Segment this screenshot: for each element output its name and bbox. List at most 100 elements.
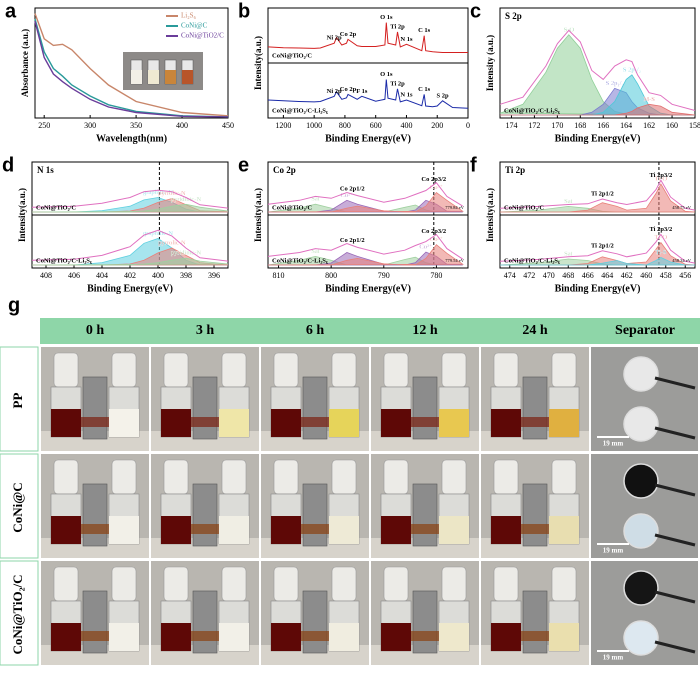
- vial-cap: [273, 459, 299, 495]
- peak-label: Ti 2p3/2: [649, 226, 672, 233]
- component-label: S-O: [564, 26, 575, 33]
- h-cell-bridge: [411, 524, 439, 534]
- vial-cap: [441, 352, 467, 388]
- x-axis-label: Binding Energy(eV): [87, 283, 173, 294]
- h-cell-holder: [192, 590, 218, 654]
- separator-disc: [623, 356, 659, 392]
- vial-liquid: [329, 516, 359, 544]
- h-cell-holder: [82, 376, 108, 440]
- x-tick-label: 600: [370, 121, 382, 130]
- h-cell-bridge: [301, 631, 329, 641]
- vial-liquid: [219, 409, 249, 437]
- column-header: 6 h: [306, 323, 325, 338]
- fit-component: [500, 103, 696, 116]
- x-tick-label: 408: [40, 271, 52, 280]
- x-axis-label: Binding Energy(eV): [555, 133, 641, 144]
- separator-disc: [623, 513, 659, 549]
- component-label: Co²⁺: [419, 244, 432, 251]
- legend-label: Li₂S₆: [181, 12, 197, 20]
- absorbance-line: [34, 13, 229, 117]
- scale-label: 19 mm: [603, 654, 624, 662]
- x-axis-label: Binding Energy(eV): [555, 283, 641, 294]
- spectrum-line: [267, 22, 468, 53]
- peak-label: Ti 2p1/2: [591, 242, 614, 249]
- vial-liquid: [161, 409, 191, 437]
- panel-title: Co 2p: [273, 165, 296, 175]
- h-cell-bridge: [521, 417, 549, 427]
- x-tick-label: 800: [325, 271, 337, 280]
- vial-liquid: [182, 70, 193, 84]
- spectrum-line: [31, 229, 229, 262]
- panel-title: S 2p: [505, 11, 522, 21]
- vial-cap: [221, 566, 247, 602]
- vial-cap: [111, 352, 137, 388]
- spectrum-line: [267, 233, 463, 260]
- spectrum-line: [499, 179, 696, 211]
- vial-cap: [111, 566, 137, 602]
- vial-liquid: [329, 409, 359, 437]
- h-cell-bridge: [521, 524, 549, 534]
- vial-liquid: [329, 623, 359, 651]
- x-tick-label: 170: [551, 121, 563, 130]
- y-axis-label: Intensity (a.u.): [485, 35, 495, 91]
- component-label: pyridinic-N: [171, 196, 202, 203]
- x-tick-label: 400: [176, 121, 188, 130]
- h-cell-bridge: [411, 417, 439, 427]
- vial-liquid: [219, 516, 249, 544]
- vial-cap: [493, 459, 519, 495]
- x-tick-label: 160: [666, 121, 678, 130]
- panel-title: N 1s: [37, 165, 54, 175]
- h-cell-holder: [412, 483, 438, 547]
- column-header: 12 h: [412, 323, 438, 338]
- peak-position-note: 779.54 eV: [445, 258, 464, 263]
- component-label: Ti-O: [655, 176, 668, 183]
- y-axis-label: Intensity(a.u.): [17, 188, 27, 242]
- y-axis-label: Intensity(a.u.): [253, 188, 263, 242]
- component-label: pyrrolic-N: [158, 190, 186, 197]
- vial-cap: [273, 566, 299, 602]
- x-tick-label: 300: [84, 121, 96, 130]
- panel-letter: c: [470, 0, 481, 22]
- spectrum-line: [499, 29, 696, 111]
- tweezers: [654, 533, 696, 547]
- h-cell-bridge: [521, 631, 549, 641]
- vial-liquid: [439, 409, 469, 437]
- fit-component: [500, 257, 695, 266]
- x-axis-label: Binding Energy(eV): [325, 133, 411, 144]
- panel-letter: e: [238, 154, 249, 176]
- separator-disc: [623, 406, 659, 442]
- panel-letter: g: [8, 294, 20, 316]
- vial-cap: [331, 352, 357, 388]
- vial-cap: [221, 352, 247, 388]
- vial-liquid: [439, 516, 469, 544]
- x-tick-label: 1000: [306, 121, 322, 130]
- column-header: 0 h: [86, 323, 105, 338]
- scale-label: 19 mm: [603, 440, 624, 448]
- x-tick-label: 404: [96, 271, 108, 280]
- vial-liquid: [51, 623, 81, 651]
- peak-position-note: 779.84 eV: [445, 205, 464, 210]
- h-cell-bridge: [191, 524, 219, 534]
- x-tick-label: 810: [273, 271, 285, 280]
- peak-label: Ni 2p: [327, 88, 342, 95]
- h-cell-holder: [522, 483, 548, 547]
- fit-component: [31, 257, 229, 266]
- subplot-label: CoNi@TiO₂/C-Li₂S₆: [504, 257, 560, 264]
- h-cell-holder: [192, 376, 218, 440]
- h-cell-bridge: [191, 631, 219, 641]
- vial-cap: [163, 566, 189, 602]
- component-label: S 2p₃/₂: [623, 66, 641, 73]
- vial-liquid: [161, 516, 191, 544]
- x-tick-label: 402: [124, 271, 136, 280]
- h-cell-bridge: [81, 631, 109, 641]
- vial-cap: [111, 459, 137, 495]
- tweezers: [654, 590, 696, 604]
- x-tick-label: 164: [620, 121, 632, 130]
- peak-label: Ti 2p: [390, 23, 405, 30]
- component-label: graphitic-N: [143, 189, 173, 196]
- x-tick-label: 466: [582, 271, 594, 280]
- vial-liquid: [148, 70, 159, 84]
- x-tick-label: 456: [679, 271, 691, 280]
- vial-cap: [383, 459, 409, 495]
- y-axis-label: Intensity(a.u.): [253, 36, 263, 90]
